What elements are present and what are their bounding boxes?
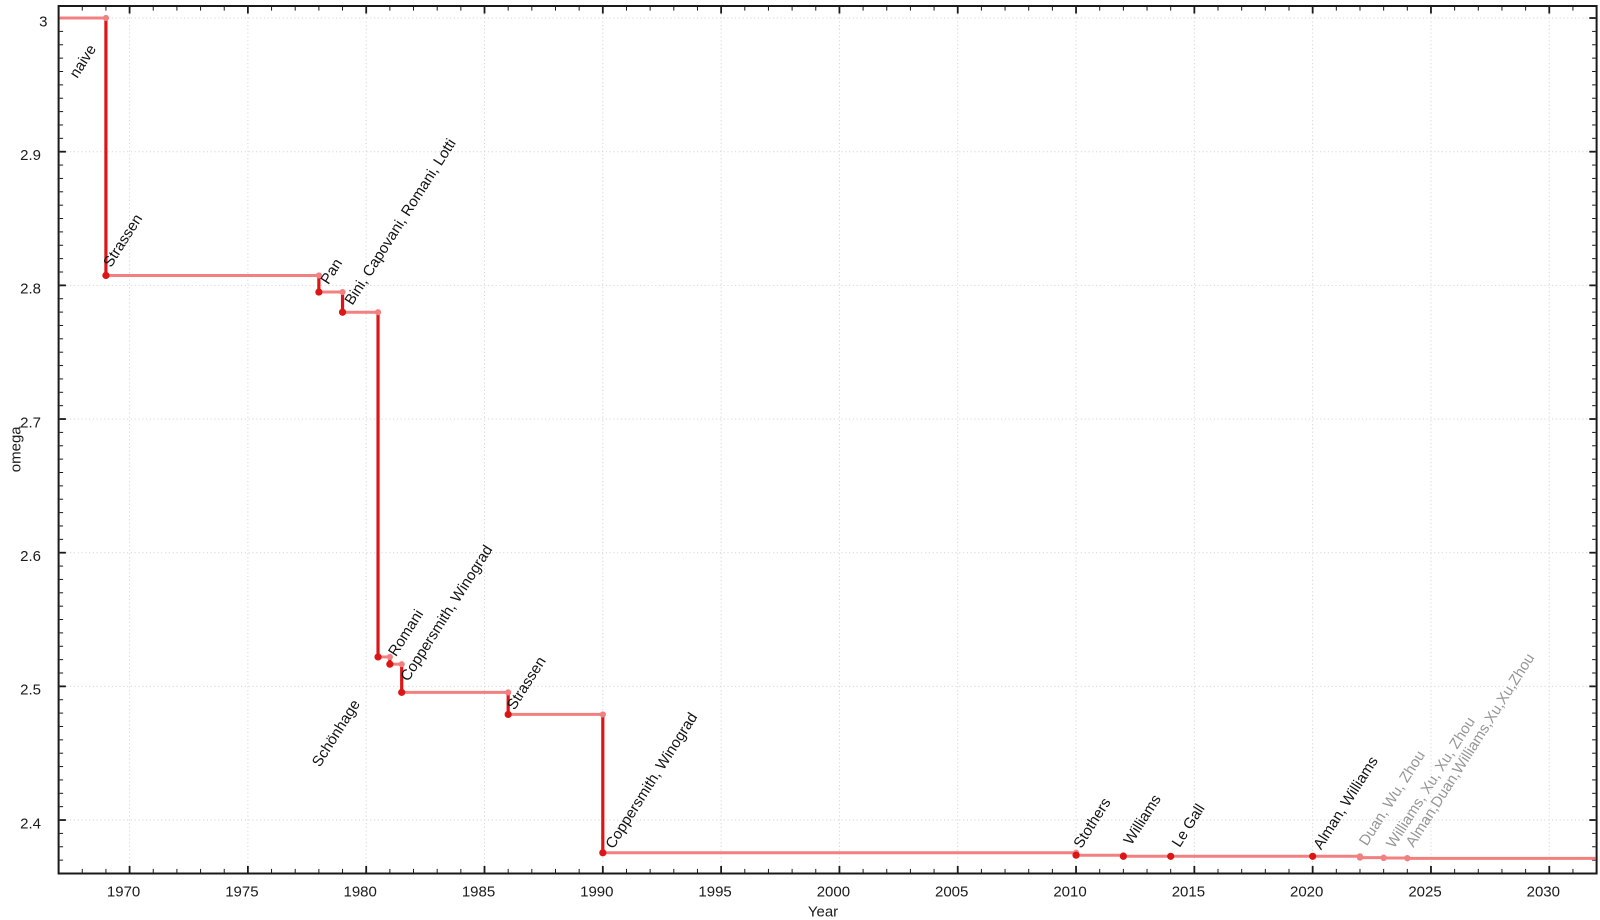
y-tick-label: 2.8	[20, 281, 41, 298]
x-tick-label: 1990	[580, 884, 613, 901]
data-point-label: Pan	[317, 256, 346, 288]
step-corner-marker	[386, 653, 393, 661]
data-point-label: Bini, Capovani, Romani, Lotti	[341, 136, 459, 308]
data-point-label: Strassen	[504, 654, 550, 713]
y-axis-title: omega	[7, 426, 24, 473]
data-point-marker	[1167, 852, 1175, 860]
x-tick-label: 2025	[1408, 884, 1441, 901]
step-corner-marker	[339, 288, 346, 296]
step-corner-marker	[505, 689, 512, 696]
x-tick-label: 1975	[225, 884, 258, 901]
step-corner-marker	[102, 14, 110, 22]
step-corner-marker	[398, 661, 405, 668]
step-corner-marker	[315, 272, 322, 279]
data-point-marker	[1309, 852, 1317, 860]
x-tick-label: 2020	[1290, 884, 1323, 901]
axis-ticks	[59, 7, 1596, 873]
data-point-marker	[102, 271, 110, 280]
data-point-marker	[599, 849, 607, 857]
data-point-label: Stothers	[1070, 795, 1114, 851]
y-tick-label: 2.4	[20, 815, 41, 832]
grid-lines	[58, 6, 1597, 874]
x-tick-label: 2030	[1527, 884, 1560, 901]
step-corner-marker	[599, 711, 606, 718]
axis-tick-labels: 1970 1975 1980 1985 1990 1995 2000 2005 2010 2015…	[20, 13, 1560, 900]
x-tick-label: 2005	[935, 884, 968, 901]
x-tick-label: 1995	[698, 884, 731, 901]
y-tick-label: 3	[39, 13, 47, 30]
x-tick-label: 1980	[344, 884, 377, 901]
data-point-label: Coppersmith, Winograd	[602, 710, 701, 852]
data-point-marker	[398, 688, 406, 696]
step-corner-marker	[374, 309, 382, 316]
data-point-label: Schönhage	[309, 697, 364, 770]
data-point-markers	[102, 14, 1411, 862]
data-point-marker	[386, 660, 394, 668]
data-point-marker	[374, 653, 382, 661]
y-tick-label: 2.9	[20, 147, 41, 164]
data-point-marker	[1356, 854, 1364, 861]
data-point-marker	[338, 308, 347, 316]
data-point-marker	[315, 288, 323, 296]
data-point-marker	[504, 710, 512, 719]
x-tick-label: 2015	[1172, 884, 1205, 901]
x-tick-label: 2010	[1053, 884, 1086, 901]
data-point-marker	[1404, 855, 1411, 862]
x-tick-label: 2000	[817, 884, 850, 901]
step-series	[59, 16, 1596, 860]
x-tick-label: 1970	[107, 884, 140, 901]
data-point-marker	[1119, 852, 1127, 860]
x-axis-title: Year	[808, 903, 838, 920]
data-point-marker	[1072, 851, 1080, 859]
plot-frame	[57, 5, 1598, 875]
data-point-label: naive	[66, 42, 100, 81]
data-point-marker	[1380, 854, 1387, 862]
y-tick-label: 2.6	[20, 548, 41, 565]
plot-border	[57, 5, 1598, 875]
x-tick-label: 1985	[462, 884, 495, 901]
y-tick-label: 2.7	[20, 414, 41, 431]
data-point-label: Le Gall	[1169, 801, 1209, 850]
y-tick-label: 2.5	[20, 682, 41, 699]
